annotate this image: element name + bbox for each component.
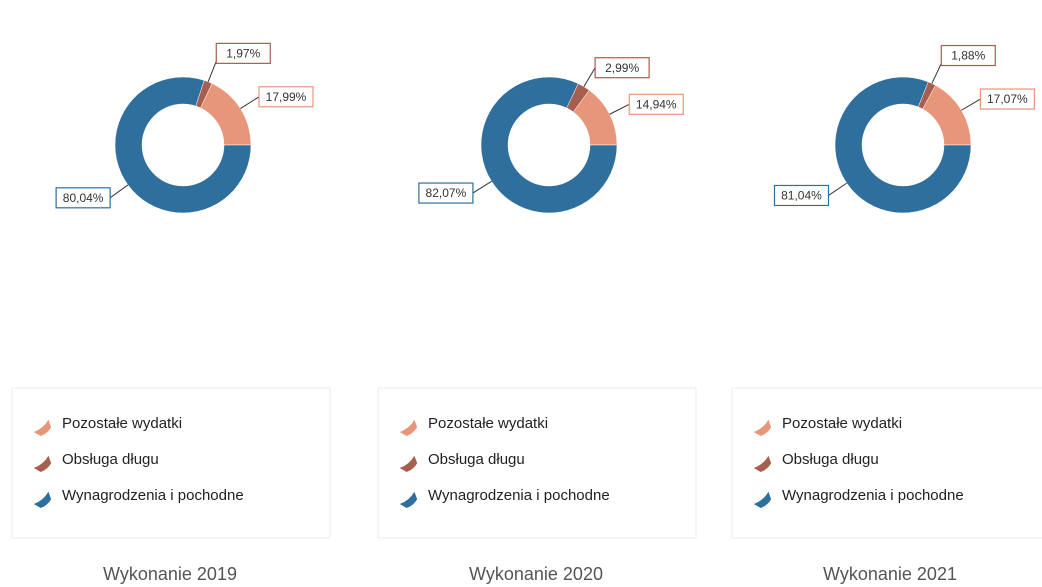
legend-label: Pozostałe wydatki <box>62 415 182 432</box>
value-label-box <box>979 88 1035 110</box>
legend-box <box>11 387 331 539</box>
value-label-box <box>594 57 650 79</box>
value-label: 82,07% <box>426 186 467 200</box>
legend-icon <box>399 455 418 472</box>
legend-box <box>377 387 697 539</box>
leader-line <box>583 67 596 87</box>
legend-icon <box>753 491 772 508</box>
chart-title: Wykonanie 2020 <box>469 564 603 584</box>
leader-line <box>609 103 630 115</box>
value-label: 17,07% <box>987 92 1028 106</box>
leader-line <box>109 184 129 199</box>
legend-label: Pozostałe wydatki <box>428 415 548 432</box>
value-label-box <box>773 184 830 207</box>
value-label: 1,88% <box>951 49 985 63</box>
value-label: 17,99% <box>266 90 307 104</box>
legend-icon <box>33 491 52 508</box>
legend-label: Wynagrodzenia i pochodne <box>782 487 964 504</box>
legend-label: Obsługa długu <box>62 451 159 468</box>
value-label-box <box>940 44 996 67</box>
value-label-box <box>258 86 314 108</box>
donut-slice <box>834 76 972 214</box>
legend-icon <box>399 419 418 436</box>
value-label-box <box>215 42 271 64</box>
value-label: 2,99% <box>605 61 639 75</box>
value-label-box <box>418 182 474 204</box>
legend-label: Pozostałe wydatki <box>782 415 902 432</box>
value-label: 14,94% <box>636 97 677 111</box>
legend-label: Obsługa długu <box>428 451 525 468</box>
chart-title: Wykonanie 2019 <box>103 564 237 584</box>
chart-title: Wykonanie 2021 <box>823 564 957 584</box>
legend-icon <box>33 455 52 472</box>
value-label: 81,04% <box>781 189 822 203</box>
value-label-box <box>628 93 684 115</box>
legend-label: Wynagrodzenia i pochodne <box>62 487 244 504</box>
leader-line <box>828 182 847 196</box>
donut-slice <box>114 76 252 214</box>
donut-slice <box>480 76 618 214</box>
leader-line <box>961 98 981 111</box>
leader-line <box>931 63 942 84</box>
legend-icon <box>753 419 772 436</box>
donut-slice <box>200 83 252 146</box>
value-label: 80,04% <box>63 191 104 205</box>
legend-icon <box>753 455 772 472</box>
legend-box <box>731 387 1042 539</box>
leader-line <box>472 180 492 194</box>
leader-line <box>240 96 260 110</box>
legend-icon <box>399 491 418 508</box>
value-label: 1,97% <box>226 47 260 61</box>
leader-line <box>207 61 217 82</box>
value-label-box <box>55 187 111 209</box>
legend-icon <box>33 419 52 436</box>
legend-label: Obsługa długu <box>782 451 879 468</box>
legend-label: Wynagrodzenia i pochodne <box>428 487 610 504</box>
